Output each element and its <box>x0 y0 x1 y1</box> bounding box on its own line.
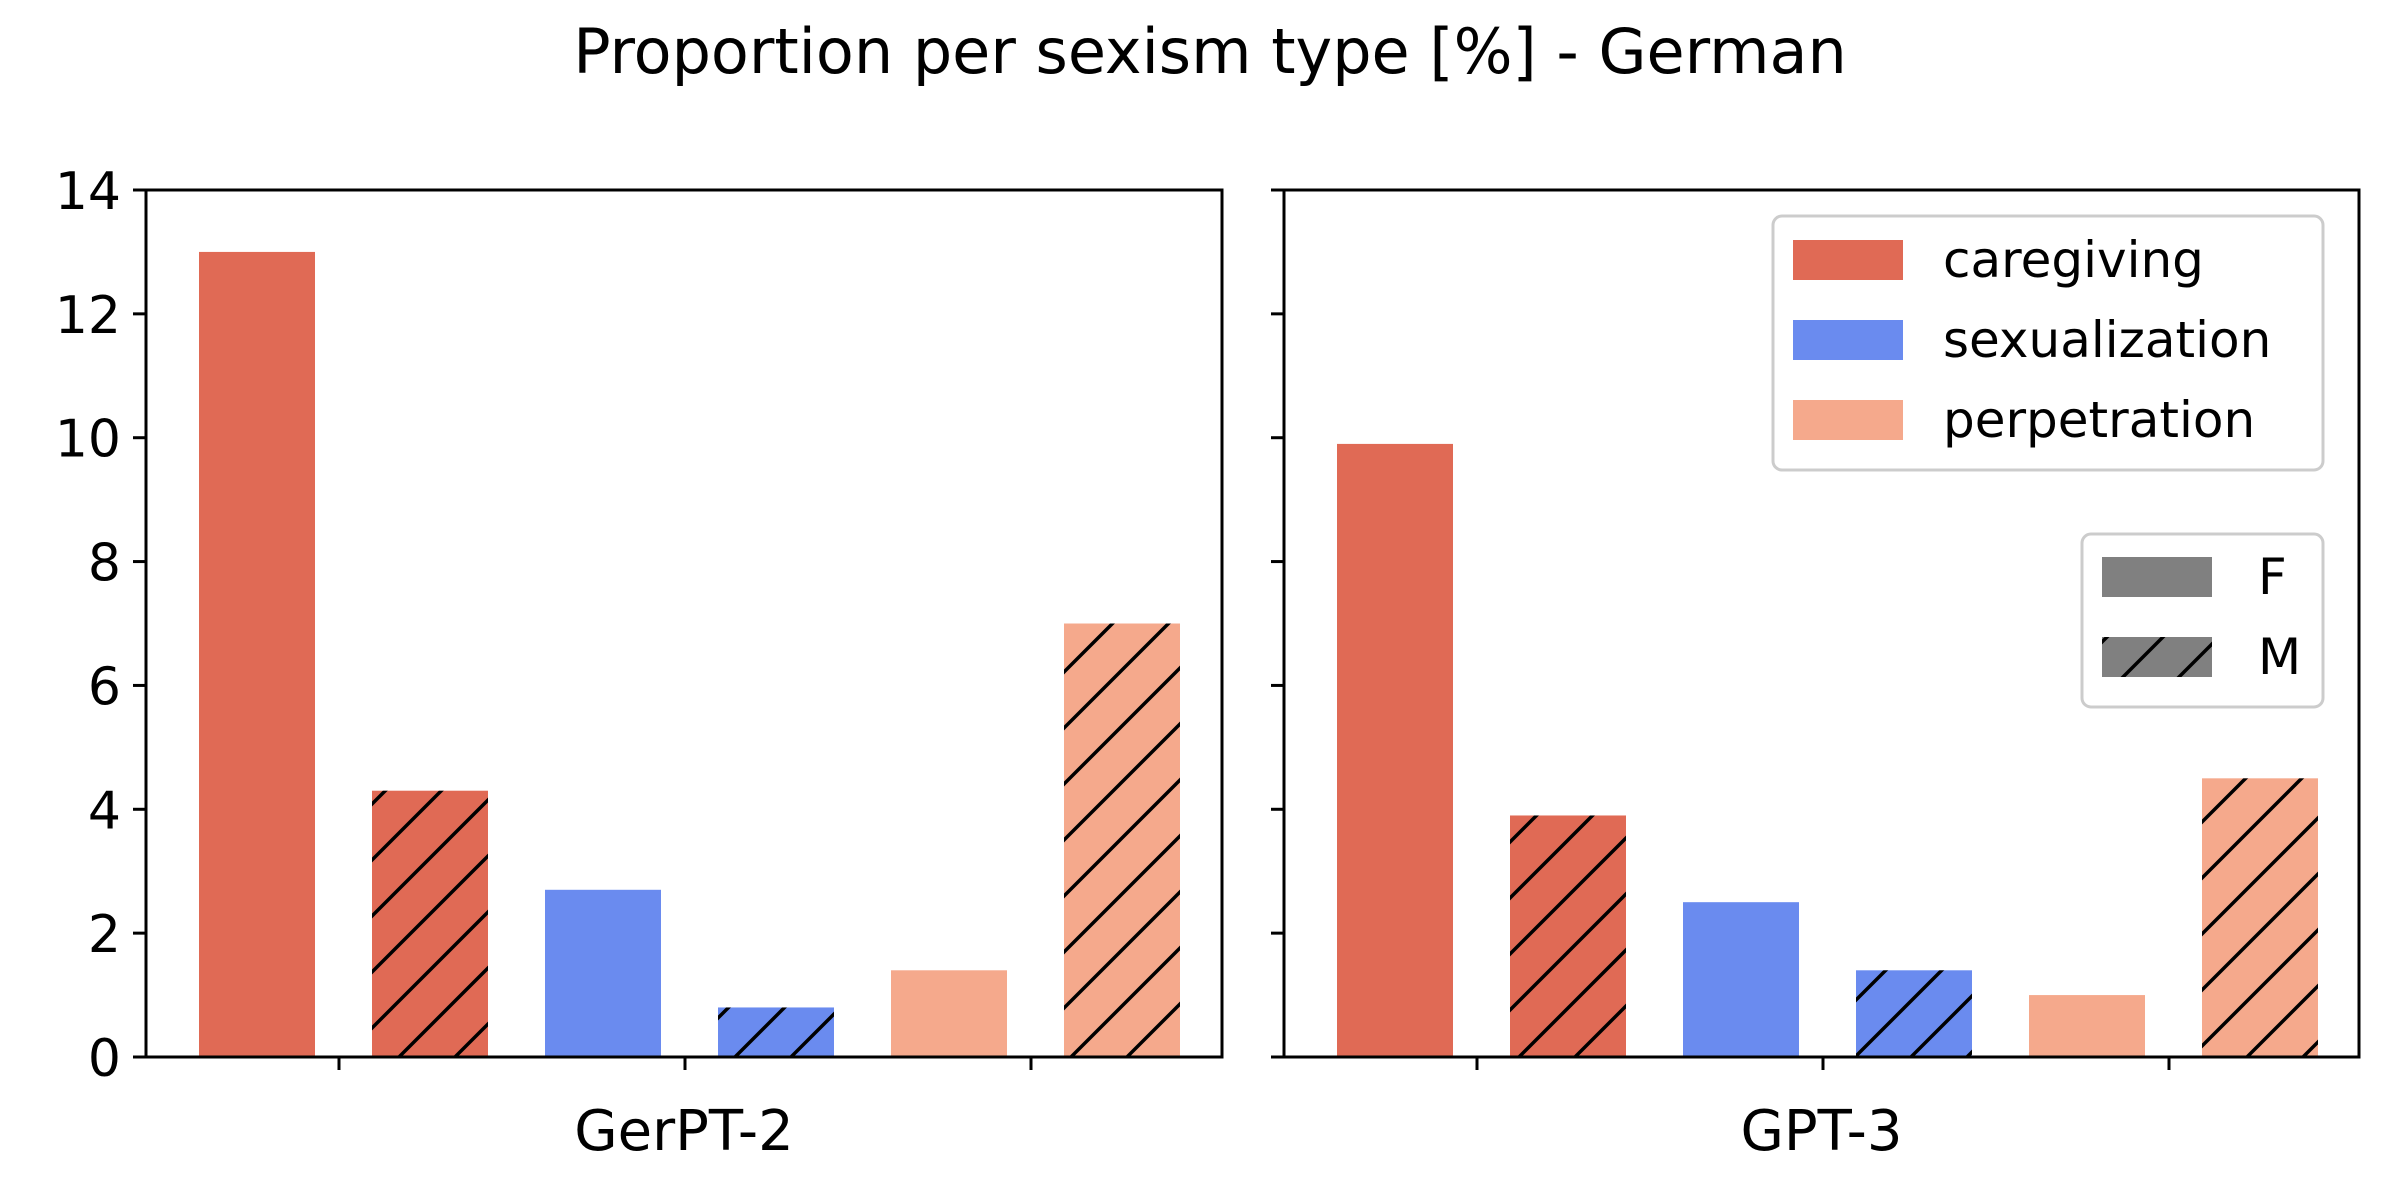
panel-2: GPT-3 <box>1271 188 2361 1164</box>
legend-swatch-M-hatch <box>2102 637 2212 677</box>
y-tick-label: 14 <box>55 162 121 222</box>
x-axis-label: GerPT-2 <box>574 1099 794 1164</box>
legend-label-perpetration: perpetration <box>1943 391 2255 449</box>
y-tick-label: 8 <box>88 534 121 594</box>
panel-1: 0 2 4 6 8 10 12 14 GerPT-2 <box>55 162 1224 1164</box>
bar-sexualization-M-hatch <box>718 1007 834 1057</box>
bar-perpetration-M-hatch <box>2202 778 2318 1057</box>
bar-perpetration-F <box>2029 995 2145 1057</box>
legend-label-sexualization: sexualization <box>1943 311 2271 369</box>
y-tick-label: 12 <box>55 286 121 346</box>
panels: 0 2 4 6 8 10 12 14 GerPT-2 GPT-3 caregiving sexuali… <box>55 162 2361 1164</box>
bar-perpetration-M-hatch <box>1064 623 1180 1057</box>
bar-caregiving-M-hatch <box>1510 815 1626 1057</box>
y-tick-label: 6 <box>88 657 121 717</box>
bar-caregiving-F <box>199 251 315 1057</box>
y-tick-label: 2 <box>88 905 121 965</box>
legend-label-M: M <box>2258 628 2301 686</box>
bar-sexualization-F <box>545 889 661 1057</box>
y-tick-label: 10 <box>55 410 121 470</box>
chart-title: Proportion per sexism type [%] - German <box>573 15 1847 88</box>
bar-caregiving-M-hatch <box>372 790 488 1057</box>
bar-perpetration-F <box>891 970 1007 1057</box>
bar-sexualization-F <box>1683 902 1799 1057</box>
legend-swatch-sexualization <box>1793 320 1903 360</box>
y-tick-label: 0 <box>88 1029 121 1089</box>
legend-label-F: F <box>2258 548 2287 606</box>
legend-frame <box>1771 214 2325 472</box>
bar-sexualization-M-hatch <box>1856 970 1972 1057</box>
legend-swatch-perpetration <box>1793 400 1903 440</box>
x-axis-label: GPT-3 <box>1740 1099 1902 1164</box>
legend-swatch-caregiving <box>1793 240 1903 280</box>
legend-categories: caregiving sexualization perpetration <box>1771 214 2325 472</box>
legend-genders: FM <box>2080 532 2325 709</box>
bar-caregiving-F <box>1337 443 1453 1058</box>
legend-label-caregiving: caregiving <box>1943 231 2204 289</box>
y-tick-label: 4 <box>88 781 121 841</box>
legend-swatch-F <box>2102 557 2212 597</box>
